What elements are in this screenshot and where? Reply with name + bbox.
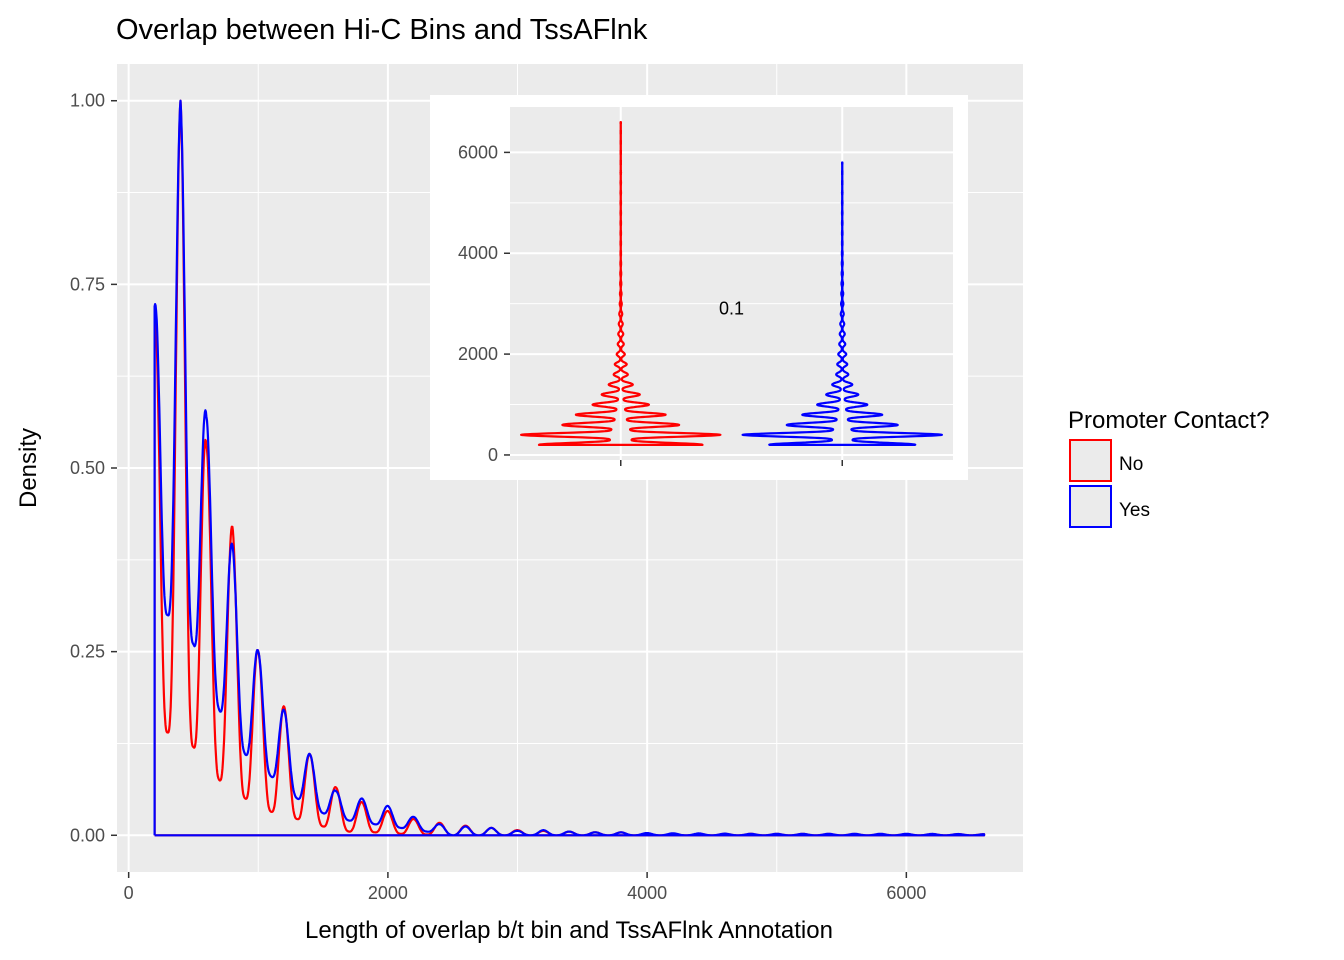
inset-axes: 0 2000 4000 6000 — [458, 142, 843, 466]
inset-y-tick-label: 6000 — [458, 142, 498, 162]
legend: Promoter Contact? No Yes — [1068, 407, 1269, 528]
y-tick-label: 1.00 — [70, 91, 105, 111]
main-axes: 0 2000 4000 6000 0.00 0.25 0.50 0.75 1.00 — [70, 91, 926, 903]
y-axis-title: Density — [15, 428, 42, 508]
inset-y-tick-label: 0 — [488, 445, 498, 465]
density-line-yes — [153, 99, 986, 837]
chart-title: Overlap between Hi-C Bins and TssAFlnk — [116, 14, 648, 46]
x-tick-label: 0 — [124, 883, 134, 903]
y-tick-label: 0.25 — [70, 642, 105, 662]
violin-no — [520, 121, 722, 446]
legend-label-no: No — [1119, 454, 1143, 475]
x-tick-label: 2000 — [368, 883, 408, 903]
inset-plot-panel — [510, 107, 953, 460]
legend-title: Promoter Contact? — [1068, 407, 1269, 434]
inset-violins — [520, 121, 943, 446]
legend-label-yes: Yes — [1119, 500, 1150, 521]
violin-yes — [741, 161, 943, 446]
x-axis-title: Length of overlap b/t bin and TssAFlnk A… — [305, 917, 833, 944]
x-tick-label: 6000 — [886, 883, 926, 903]
main-density-lines — [153, 99, 986, 837]
y-tick-label: 0.50 — [70, 458, 105, 478]
inset-y-tick-label: 4000 — [458, 243, 498, 263]
legend-key-no — [1069, 439, 1112, 482]
x-tick-label: 4000 — [627, 883, 667, 903]
inset-annotation: 0.1 — [719, 299, 744, 319]
inset-y-tick-label: 2000 — [458, 344, 498, 364]
legend-key-yes — [1069, 485, 1112, 528]
y-tick-label: 0.75 — [70, 274, 105, 294]
y-tick-label: 0.00 — [70, 825, 105, 845]
